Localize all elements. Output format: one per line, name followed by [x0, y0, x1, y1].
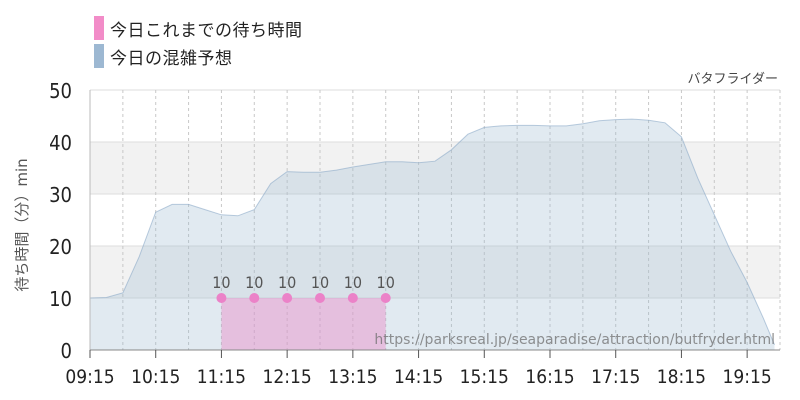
- actual-point-label: 10: [278, 273, 296, 292]
- legend-label-forecast: 今日の混雑予想: [110, 48, 233, 69]
- x-tick-label: 12:15: [263, 366, 312, 388]
- y-tick-label: 40: [49, 131, 72, 155]
- actual-area: [221, 298, 386, 350]
- legend-swatch-actual: [94, 16, 104, 40]
- x-tick-label: 17:15: [591, 366, 640, 388]
- actual-point-label: 10: [377, 273, 395, 292]
- legend-item-forecast: 今日の混雑予想: [94, 42, 303, 70]
- forecast-line: [89, 118, 775, 345]
- x-tick-label: 09:15: [65, 366, 114, 388]
- y-tick-label: 50: [49, 79, 72, 103]
- grid-band: [90, 142, 780, 194]
- y-tick-label: 0: [61, 339, 72, 363]
- actual-point-label: 10: [245, 273, 263, 292]
- actual-point: [380, 293, 391, 303]
- legend-label-actual: 今日これまでの待ち時間: [110, 20, 303, 41]
- actual-point: [315, 293, 325, 303]
- watermark-url: https://parksreal.jp/seaparadise/attract…: [374, 332, 775, 348]
- actual-point: [216, 293, 227, 303]
- actual-point: [282, 293, 293, 303]
- x-tick-label: 14:15: [394, 366, 443, 388]
- legend-swatch-forecast: [94, 44, 104, 68]
- attraction-name: バタフライダー: [687, 72, 778, 87]
- y-tick-label: 20: [49, 235, 72, 259]
- actual-point-label: 10: [311, 273, 329, 292]
- x-tick-label: 13:15: [328, 366, 377, 388]
- x-tick-label: 10:15: [131, 366, 180, 388]
- y-axis-label: 待ち時間（分）min: [13, 158, 31, 291]
- forecast-area: [90, 119, 775, 350]
- actual-point-label: 10: [344, 273, 362, 292]
- x-tick-label: 16:15: [525, 366, 574, 388]
- legend: 今日これまでの待ち時間 今日の混雑予想: [94, 14, 303, 70]
- actual-point: [249, 293, 260, 303]
- actual-point: [347, 293, 358, 303]
- grid-band: [90, 246, 780, 298]
- x-tick-label: 11:15: [197, 366, 246, 388]
- y-tick-label: 30: [49, 183, 72, 207]
- y-tick-label: 10: [49, 287, 72, 311]
- legend-item-actual: 今日これまでの待ち時間: [94, 14, 303, 42]
- x-tick-label: 18:15: [657, 366, 706, 388]
- x-tick-label: 15:15: [460, 366, 509, 388]
- actual-point-label: 10: [212, 273, 230, 292]
- x-tick-label: 19:15: [723, 366, 772, 388]
